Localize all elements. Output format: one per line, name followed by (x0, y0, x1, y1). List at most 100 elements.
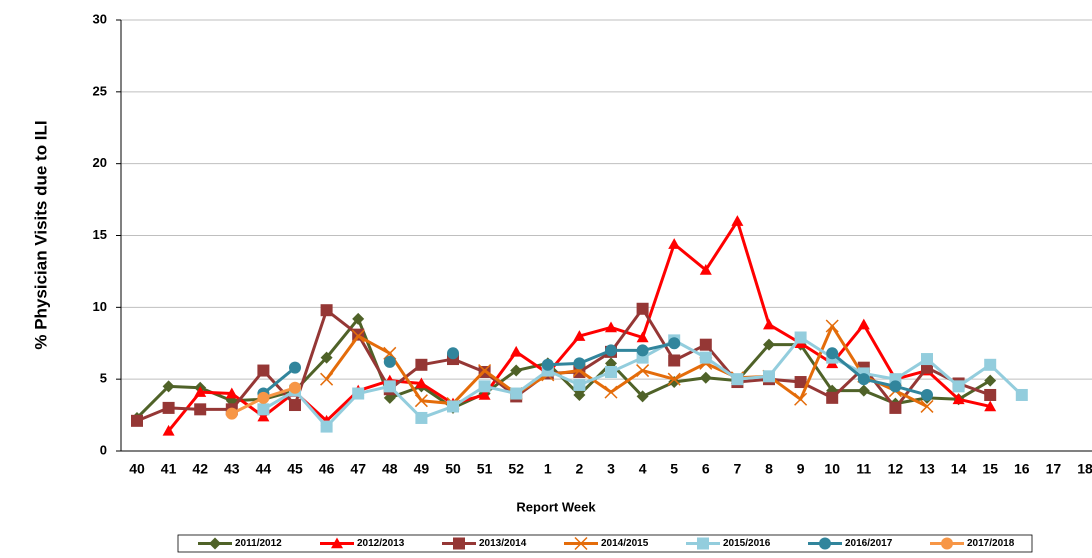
point (889, 401, 902, 414)
point (699, 338, 712, 351)
point (131, 414, 143, 427)
point (826, 391, 839, 404)
point (510, 364, 523, 377)
point (162, 401, 175, 414)
legend-label: 2017/2018 (967, 538, 1015, 549)
point (921, 353, 933, 366)
x-tick-label: 51 (477, 461, 493, 477)
point (636, 331, 649, 343)
point (857, 384, 870, 397)
x-tick-label: 12 (888, 461, 904, 477)
x-tick-label: 5 (670, 461, 678, 477)
y-tick-label: 5 (100, 371, 107, 386)
legend-label: 2016/2017 (845, 538, 893, 549)
point (667, 372, 681, 386)
x-tick-label: 50 (445, 461, 461, 477)
point (889, 380, 902, 393)
x-tick-label: 49 (414, 461, 430, 477)
point (194, 386, 207, 397)
legend-label: 2011/2012 (235, 538, 282, 549)
point (320, 372, 334, 386)
point (636, 344, 649, 357)
x-tick-label: 10 (824, 461, 840, 477)
point (194, 403, 207, 416)
point (573, 378, 586, 391)
point (383, 380, 396, 393)
point (825, 319, 839, 333)
legend-label: 2013/2014 (479, 538, 527, 549)
x-tick-label: 47 (350, 461, 366, 477)
x-tick-label: 2 (576, 461, 584, 477)
point (510, 345, 523, 357)
x-tick-label: 8 (765, 461, 773, 477)
point (162, 380, 175, 393)
legend-label: 2015/2016 (723, 538, 771, 549)
y-axis-label: % Physician Visits due to ILI (31, 120, 50, 349)
series (257, 331, 1028, 433)
point (636, 302, 649, 315)
series (162, 215, 997, 436)
point (352, 387, 365, 400)
point (351, 329, 365, 343)
x-tick-label: 40 (129, 461, 145, 477)
point (478, 380, 491, 393)
point (541, 358, 554, 371)
point (857, 373, 870, 386)
point (984, 358, 997, 371)
point (605, 365, 617, 378)
point (289, 399, 301, 412)
point (920, 399, 934, 413)
legend-label: 2012/2013 (357, 538, 405, 549)
x-tick-label: 41 (161, 461, 177, 477)
point (699, 351, 712, 364)
point (257, 391, 270, 404)
y-tick-label: 15 (93, 227, 107, 242)
legend-marker (941, 537, 953, 550)
x-tick-label: 16 (1014, 461, 1030, 477)
legend-marker (453, 537, 465, 550)
point (320, 420, 333, 433)
x-axis-label: Report Week (516, 499, 596, 514)
legend-label: 2014/2015 (601, 538, 649, 549)
point (731, 215, 744, 226)
y-tick-label: 20 (93, 155, 107, 170)
point (478, 364, 492, 378)
point (763, 318, 775, 330)
y-tick-label: 30 (93, 11, 107, 26)
legend-box (177, 534, 1033, 553)
point (984, 374, 997, 387)
legend-marker (574, 536, 588, 551)
point (289, 361, 301, 374)
x-tick-label: 11 (856, 461, 871, 477)
point (225, 407, 238, 420)
point (383, 355, 396, 368)
point (447, 400, 459, 413)
point (605, 321, 617, 333)
point (320, 351, 333, 364)
point (320, 304, 333, 317)
point (952, 380, 965, 393)
point (605, 344, 617, 357)
x-tick-label: 44 (256, 461, 272, 477)
x-tick-label: 4 (639, 461, 647, 477)
point (699, 263, 712, 275)
y-tick-label: 25 (93, 83, 107, 98)
point (984, 400, 997, 412)
point (478, 388, 491, 400)
point (415, 358, 428, 371)
legend-marker (331, 537, 343, 549)
point (794, 392, 808, 406)
point (731, 373, 744, 386)
x-tick-label: 15 (982, 461, 998, 477)
point (162, 424, 175, 436)
x-tick-label: 18 (1077, 461, 1092, 477)
point (604, 385, 618, 399)
point (763, 370, 775, 383)
series (257, 337, 933, 401)
series (225, 381, 301, 420)
point (921, 388, 933, 401)
y-tick-label: 10 (93, 299, 107, 314)
point (857, 318, 870, 330)
point (668, 354, 681, 367)
